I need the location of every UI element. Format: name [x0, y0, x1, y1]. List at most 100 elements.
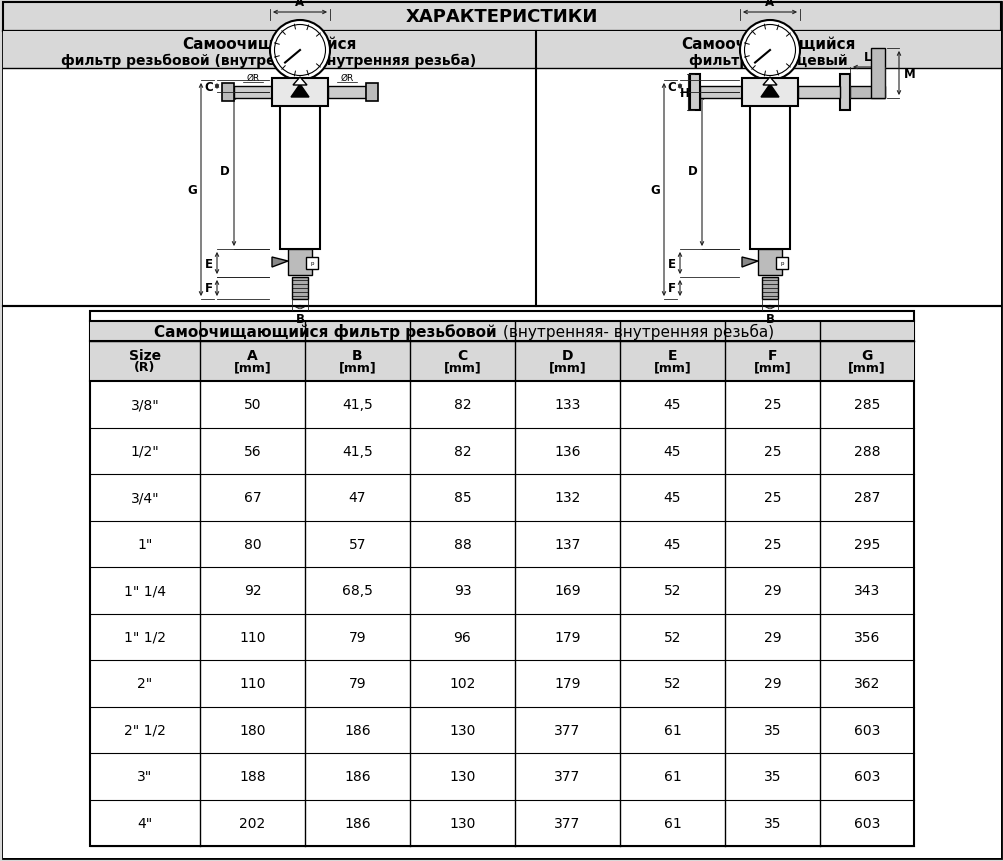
Bar: [234, 87, 272, 99]
Circle shape: [744, 26, 794, 77]
Bar: [536, 32, 1000, 69]
Bar: [290, 93, 310, 107]
Text: 35: 35: [763, 723, 780, 737]
Text: 50: 50: [244, 398, 261, 412]
Text: 362: 362: [853, 677, 880, 691]
Text: 96: 96: [453, 630, 470, 644]
Bar: [759, 93, 779, 107]
Text: 132: 132: [554, 491, 580, 505]
Text: 130: 130: [449, 816, 475, 830]
Text: 288: 288: [853, 444, 880, 458]
Text: [mm]: [mm]: [234, 361, 271, 374]
Text: 137: 137: [554, 537, 580, 551]
Text: 3/8": 3/8": [130, 398, 159, 412]
Text: B: B: [295, 313, 304, 325]
Text: 2" 1/2: 2" 1/2: [124, 723, 165, 737]
Text: G: G: [650, 183, 659, 197]
Text: G: G: [861, 349, 872, 362]
Text: G: G: [188, 183, 197, 197]
Text: 377: 377: [554, 723, 580, 737]
Text: Size: Size: [128, 349, 160, 362]
Text: 25: 25: [763, 444, 780, 458]
Text: 130: 130: [449, 723, 475, 737]
Bar: [328, 87, 366, 99]
Text: 57: 57: [348, 537, 366, 551]
Text: 88: 88: [453, 537, 470, 551]
Text: A: A: [764, 0, 773, 9]
Text: 1": 1": [137, 537, 152, 551]
Text: 377: 377: [554, 770, 580, 784]
Text: 169: 169: [554, 584, 580, 598]
Text: 45: 45: [663, 398, 681, 412]
Text: 25: 25: [763, 537, 780, 551]
Text: 61: 61: [663, 770, 681, 784]
Text: 35: 35: [763, 816, 780, 830]
Text: p: p: [779, 261, 783, 266]
Text: 35: 35: [763, 770, 780, 784]
Text: 186: 186: [344, 816, 370, 830]
Text: 82: 82: [453, 444, 470, 458]
Text: B: B: [764, 313, 773, 325]
Bar: [366, 84, 377, 102]
Text: D: D: [562, 349, 573, 362]
Bar: [797, 87, 840, 99]
Text: 41,5: 41,5: [342, 444, 372, 458]
Polygon shape: [293, 77, 307, 86]
Text: 85: 85: [453, 491, 470, 505]
Text: ØR: ØR: [246, 74, 260, 83]
Polygon shape: [760, 85, 778, 98]
Text: 603: 603: [853, 816, 880, 830]
Text: 180: 180: [239, 723, 266, 737]
Polygon shape: [762, 77, 776, 86]
Text: F: F: [667, 282, 675, 295]
Text: [mm]: [mm]: [548, 361, 586, 374]
Text: 29: 29: [763, 630, 780, 644]
Text: 67: 67: [244, 491, 261, 505]
Bar: [749, 105, 789, 250]
Text: 41,5: 41,5: [342, 398, 372, 412]
Text: 133: 133: [554, 398, 580, 412]
Text: 4": 4": [137, 816, 152, 830]
Text: [mm]: [mm]: [338, 361, 376, 374]
Circle shape: [739, 21, 799, 81]
Bar: [760, 250, 778, 263]
Text: 130: 130: [449, 770, 475, 784]
Bar: [288, 250, 312, 276]
Bar: [741, 79, 797, 107]
Bar: [90, 342, 913, 381]
Text: 79: 79: [348, 630, 366, 644]
Bar: [90, 312, 913, 846]
Text: Самоочищающийся фильтр резьбовой: Самоочищающийся фильтр резьбовой: [154, 324, 501, 339]
Text: Самоочищающийся: Самоочищающийся: [680, 36, 855, 52]
Text: 202: 202: [239, 816, 266, 830]
Circle shape: [270, 21, 330, 81]
Text: 110: 110: [239, 677, 266, 691]
Text: Самоочищающийся: Самоочищающийся: [182, 36, 356, 52]
Text: 356: 356: [853, 630, 880, 644]
Bar: [90, 322, 913, 342]
Text: 179: 179: [554, 677, 580, 691]
Text: 56: 56: [244, 444, 261, 458]
Text: 3": 3": [137, 770, 152, 784]
Text: E: E: [667, 257, 675, 270]
Text: 3/4": 3/4": [130, 491, 159, 505]
Text: B: B: [352, 349, 362, 362]
Text: C: C: [204, 80, 213, 93]
Text: (внутренняя- внутренняя резьба): (внутренняя- внутренняя резьба): [503, 324, 773, 340]
Text: 52: 52: [663, 677, 681, 691]
Text: 136: 136: [554, 444, 580, 458]
Text: 79: 79: [348, 677, 366, 691]
Bar: [292, 278, 308, 300]
Text: 47: 47: [348, 491, 366, 505]
Text: 287: 287: [853, 491, 880, 505]
Text: M: M: [903, 67, 915, 80]
Text: A: A: [295, 0, 304, 9]
Text: p: p: [310, 261, 313, 266]
Text: 285: 285: [853, 398, 880, 412]
Bar: [757, 250, 781, 276]
Text: фильтр фланцевый: фильтр фланцевый: [688, 54, 847, 68]
Text: 93: 93: [453, 584, 470, 598]
Text: 1" 1/4: 1" 1/4: [124, 584, 165, 598]
Text: 29: 29: [763, 677, 780, 691]
Text: 61: 61: [663, 723, 681, 737]
